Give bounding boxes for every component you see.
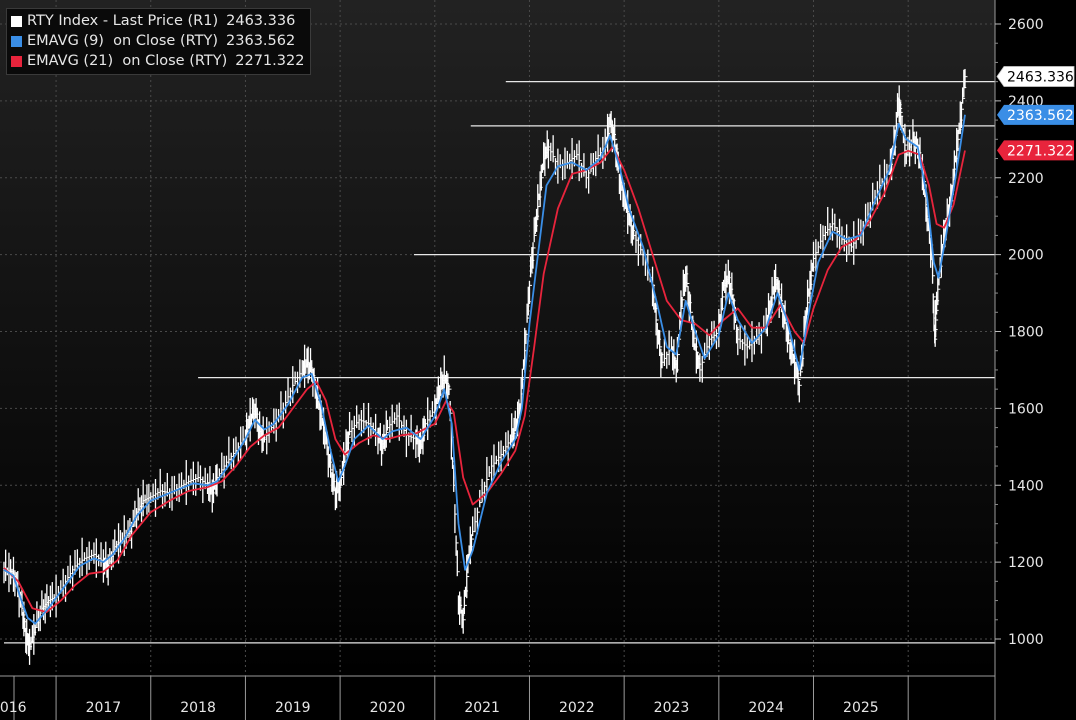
y-tick-label-1600: 1600 (1008, 401, 1044, 417)
legend-item-ema21[interactable]: EMAVG (21) on Close (RTY) 2271.322 (11, 51, 304, 71)
price-tag-ema9: 2363.562 (997, 104, 1074, 125)
legend-item-ema9[interactable]: EMAVG (9) on Close (RTY) 2363.562 (11, 31, 304, 51)
price-tags: 2463.336 2363.562 2271.322 (996, 66, 1075, 161)
legend-value-ema9: 2363.562 (226, 33, 296, 49)
legend-swatch-ema9 (11, 35, 22, 47)
ema9-line (3, 114, 966, 625)
legend-swatch-ema21 (11, 55, 22, 67)
y-tick-label-1000: 1000 (1008, 632, 1044, 648)
plot-background (0, 0, 995, 676)
y-tick-label-1200: 1200 (1008, 555, 1044, 571)
x-tick-label-2019: 2019 (275, 700, 311, 716)
price-tag-ema21: 2271.322 (997, 140, 1074, 161)
x-tick-label-2022: 2022 (559, 700, 595, 716)
legend: RTY Index - Last Price (R1) 2463.336 EMA… (6, 8, 312, 75)
legend-item-price[interactable]: RTY Index - Last Price (R1) 2463.336 (11, 11, 304, 31)
legend-label-ema21: EMAVG (21) on Close (RTY) (27, 53, 228, 69)
price-tag-label-price: 2463.336 (1007, 70, 1074, 86)
legend-value-ema21: 2271.322 (235, 53, 305, 69)
price-tag-bg-ema21 (997, 140, 1074, 161)
y-tick-label-2000: 2000 (1008, 248, 1044, 264)
legend-label-price: RTY Index - Last Price (R1) (27, 13, 219, 29)
ema21-line (3, 146, 966, 613)
y-tick-label-1800: 1800 (1008, 325, 1044, 341)
price-tag-label-ema9: 2363.562 (1007, 108, 1074, 124)
x-tick-label-2025: 2025 (843, 700, 879, 716)
x-tick-label-2018: 2018 (180, 700, 216, 716)
legend-value-price: 2463.336 (226, 13, 296, 29)
x-tick-label-2020: 2020 (370, 700, 406, 716)
legend-label-ema9: EMAVG (9) on Close (RTY) (27, 33, 219, 49)
x-tick-label-2024: 2024 (748, 700, 784, 716)
reference-lines (4, 81, 995, 644)
x-tick-label-2023: 2023 (654, 700, 690, 716)
legend-swatch-price (11, 15, 22, 27)
x-tick-label-2016: 2016 (0, 700, 27, 716)
y-tick-label-2600: 2600 (1008, 17, 1044, 33)
price-tag-price: 2463.336 (996, 66, 1075, 87)
ema21-series (3, 146, 966, 613)
price-series (3, 68, 968, 665)
x-tick-label-2017: 2017 (86, 700, 122, 716)
x-axis: 2016 2017 2018 2019 2020 2021 2022 2023 2024 2025 (0, 676, 909, 720)
y-tick-label-2200: 2200 (1008, 171, 1044, 187)
x-tick-label-2021: 2021 (464, 700, 500, 716)
y-tick-label-1400: 1400 (1008, 478, 1044, 494)
price-tag-bg-ema9 (997, 104, 1074, 125)
price-tag-label-ema21: 2271.322 (1007, 143, 1074, 159)
ema9-series (3, 114, 966, 625)
price-tag-bg-price (996, 66, 1075, 87)
